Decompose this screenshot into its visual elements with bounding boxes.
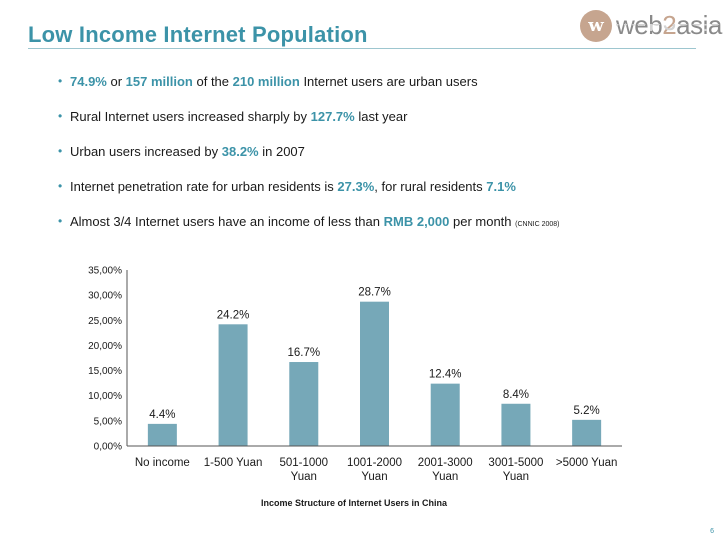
data-label: 8.4% (503, 389, 529, 401)
bullet-item: 74.9% or 157 million of the 210 million … (58, 73, 698, 90)
y-tick-label: 0,00% (94, 442, 122, 453)
bullet-item: Almost 3/4 Internet users have an income… (58, 213, 698, 230)
chart-title: Income Structure of Internet Users in Ch… (260, 498, 448, 508)
y-tick-label: 10,00% (88, 391, 122, 402)
bar (289, 362, 319, 446)
y-tick-label: 20,00% (88, 341, 122, 352)
bullet-item: Urban users increased by 38.2% in 2007 (58, 143, 698, 160)
title-divider (28, 48, 696, 49)
data-label: 5.2% (574, 405, 600, 417)
x-tick-label: Yuan (503, 471, 529, 483)
bar (430, 383, 460, 446)
bullet-item: Internet penetration rate for urban resi… (58, 178, 698, 195)
logo-text: web2asia (616, 10, 722, 40)
y-tick-label: 5,00% (94, 416, 122, 427)
bullet-item: Rural Internet users increased sharply b… (58, 108, 698, 125)
data-label: 28.7% (358, 287, 391, 299)
x-tick-label: Yuan (432, 471, 458, 483)
x-tick-label: 3001-5000 (488, 457, 543, 469)
slide-title: Low Income Internet Population (28, 22, 368, 47)
x-tick-label: 501-1000 (279, 457, 328, 469)
web2asia-logo: w web2asia web2asia (574, 4, 724, 54)
data-label: 24.2% (217, 309, 250, 321)
data-label: 4.4% (149, 409, 175, 421)
data-label: 16.7% (287, 347, 320, 359)
bar (360, 301, 389, 446)
x-tick-label: 1-500 Yuan (204, 457, 263, 469)
x-tick-label: Yuan (291, 471, 317, 483)
x-tick-label: 2001-3000 (418, 457, 473, 469)
x-tick-label: Yuan (361, 471, 387, 483)
y-tick-label: 25,00% (88, 316, 122, 327)
y-tick-label: 30,00% (88, 291, 122, 302)
income-bar-chart: 0,00% 5,00% 10,00% 15,00% 20,00% 25,00% 30,00%… (88, 266, 622, 483)
logo-reflection: web2asia (616, 24, 722, 36)
x-tick-label: No income (135, 457, 190, 469)
data-label: 12.4% (429, 369, 462, 381)
bar (147, 423, 177, 446)
bar (218, 324, 248, 446)
y-tick-label: 15,00% (88, 366, 122, 377)
page-number: 6 (710, 528, 714, 535)
bar (501, 403, 531, 446)
x-tick-label: 1001-2000 (347, 457, 402, 469)
y-tick-label: 35,00% (88, 266, 122, 277)
logo-mark-icon: w (580, 10, 612, 42)
bullet-list: 74.9% or 157 million of the 210 million … (58, 73, 698, 249)
x-tick-label: >5000 Yuan (556, 457, 618, 469)
bar (572, 419, 602, 446)
